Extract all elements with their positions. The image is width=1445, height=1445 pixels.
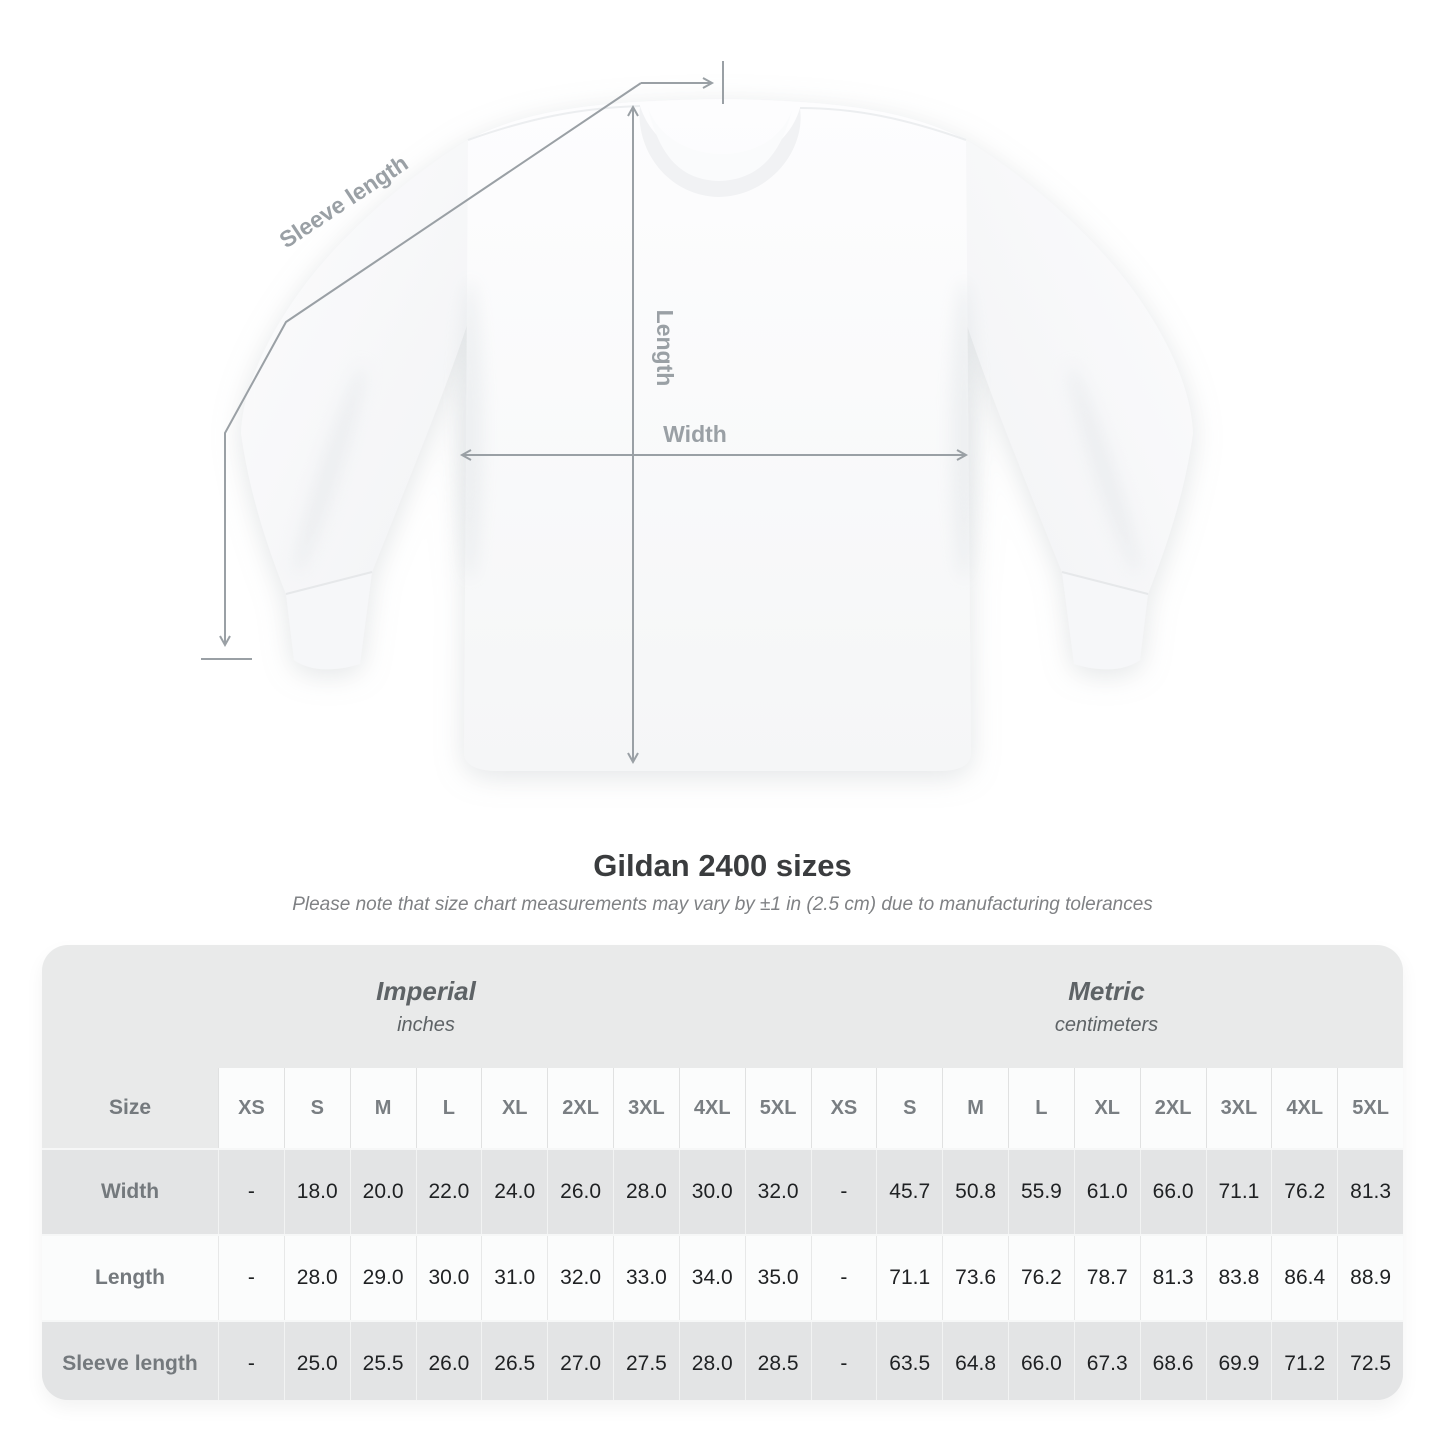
table-cell: 28.0 [678, 1322, 745, 1400]
size-header-cell: XS [218, 1068, 284, 1148]
table-cell: 25.5 [349, 1322, 416, 1400]
table-cell: 73.6 [942, 1236, 1008, 1320]
table-cell: - [218, 1150, 284, 1234]
table-cell: 30.0 [415, 1236, 482, 1320]
table-cell: 20.0 [349, 1150, 416, 1234]
table-cell: 88.9 [1337, 1236, 1403, 1320]
table-cell: 26.0 [415, 1322, 482, 1400]
imperial-header: Imperial inches [42, 945, 810, 1068]
table-cell: 28.0 [283, 1236, 350, 1320]
table-cell: 30.0 [678, 1150, 745, 1234]
table-cell: - [810, 1236, 877, 1320]
table-cell: 22.0 [415, 1150, 482, 1234]
table-cell: 71.1 [876, 1236, 943, 1320]
table-cell: 61.0 [1073, 1150, 1140, 1234]
table-cell: 32.0 [547, 1236, 613, 1320]
table-cell: 33.0 [613, 1236, 679, 1320]
table-cell: 26.0 [547, 1150, 613, 1234]
size-header-cell: 5XL [744, 1068, 811, 1148]
table-cell: - [810, 1150, 877, 1234]
table-cell: 81.3 [1139, 1236, 1206, 1320]
size-header-cell: 2XL [547, 1068, 613, 1148]
table-cell: - [218, 1322, 284, 1400]
table-cell: 25.0 [283, 1322, 350, 1400]
size-header-cell: 4XL [678, 1068, 745, 1148]
table-cell: 67.3 [1073, 1322, 1140, 1400]
table-cell: 35.0 [744, 1236, 811, 1320]
size-header-cell: L [1008, 1068, 1074, 1148]
size-header-cell: 3XL [613, 1068, 679, 1148]
table-cell: 76.2 [1271, 1150, 1338, 1234]
table-cell: 71.2 [1271, 1322, 1338, 1400]
size-table-body: Size XS S M L XL 2XL 3XL 4XL 5XL XS S M L XL 2XL 3XL 4XL 5… [42, 1068, 1403, 1400]
table-cell: 31.0 [481, 1236, 548, 1320]
table-cell: 63.5 [876, 1322, 943, 1400]
table-cell: 83.8 [1205, 1236, 1272, 1320]
table-cell: 24.0 [481, 1150, 548, 1234]
row-label: Sleeve length [42, 1322, 218, 1400]
size-header-cell: M [942, 1068, 1008, 1148]
metric-name: Metric [1068, 976, 1145, 1006]
table-cell: 66.0 [1139, 1150, 1206, 1234]
row-label: Width [42, 1150, 218, 1234]
table-cell: 71.1 [1205, 1150, 1272, 1234]
page-title: Gildan 2400 sizes [593, 848, 852, 883]
measurement-lines [201, 61, 969, 765]
shirt-illustration [241, 99, 1193, 771]
table-header-row: Size XS S M L XL 2XL 3XL 4XL 5XL XS S M L XL 2XL 3XL 4XL 5… [42, 1068, 1403, 1148]
size-header-cell: M [349, 1068, 416, 1148]
table-cell: 72.5 [1337, 1322, 1403, 1400]
imperial-name: Imperial [376, 976, 476, 1006]
size-header-cell: 3XL [1205, 1068, 1272, 1148]
row-label: Length [42, 1236, 218, 1320]
width-label: Width [663, 421, 727, 447]
table-cell: 66.0 [1008, 1322, 1074, 1400]
metric-unit: centimeters [1054, 1014, 1159, 1036]
table-cell: 28.5 [744, 1322, 811, 1400]
table-cell: 68.6 [1139, 1322, 1206, 1400]
table-cell: 55.9 [1008, 1150, 1074, 1234]
table-cell: 69.9 [1205, 1322, 1272, 1400]
size-chart-table: Imperial inches Metric centimeters Size X… [42, 945, 1403, 1400]
size-column-header: Size [108, 1096, 152, 1119]
unit-header-band: Imperial inches Metric centimeters [42, 945, 1403, 1068]
table-cell: - [810, 1322, 877, 1400]
size-header-cell: 4XL [1271, 1068, 1338, 1148]
table-cell: 28.0 [613, 1150, 679, 1234]
table-cell: 81.3 [1337, 1150, 1403, 1234]
table-cell: 18.0 [283, 1150, 350, 1234]
table-cell: 27.0 [547, 1322, 613, 1400]
table-cell: 34.0 [678, 1236, 745, 1320]
tolerance-note: Please note that size chart measurements… [292, 894, 1153, 915]
size-header-cell: XL [481, 1068, 548, 1148]
shirt-diagram: Sleeve length Length Width [201, 61, 1193, 771]
imperial-unit: inches [397, 1014, 455, 1036]
table-row: Sleeve length -25.0 25.5 26.0 26.5 27.0 27.5 28… [42, 1320, 1403, 1400]
size-header-cell: S [283, 1068, 350, 1148]
table-cell: 27.5 [613, 1322, 679, 1400]
table-cell: 86.4 [1271, 1236, 1338, 1320]
size-header-cell: XL [1073, 1068, 1140, 1148]
table-cell: 26.5 [481, 1322, 548, 1400]
table-cell: 64.8 [942, 1322, 1008, 1400]
table-cell: 50.8 [942, 1150, 1008, 1234]
size-header-cell: L [415, 1068, 482, 1148]
size-header-cell: XS [810, 1068, 877, 1148]
table-cell: - [218, 1236, 284, 1320]
size-header-cell: 5XL [1337, 1068, 1403, 1148]
table-cell: 29.0 [349, 1236, 416, 1320]
length-label: Length [652, 310, 678, 387]
metric-header: Metric centimeters [810, 945, 1403, 1068]
table-cell: 45.7 [876, 1150, 943, 1234]
table-row: Width -18.0 20.0 22.0 24.0 26.0 28.0 30.0 32.0-4… [42, 1148, 1403, 1234]
table-cell: 78.7 [1073, 1236, 1140, 1320]
size-header-cell: S [876, 1068, 943, 1148]
table-cell: 76.2 [1008, 1236, 1074, 1320]
sleeve-arrow-path [219, 82, 642, 648]
table-row: Length -28.0 29.0 30.0 31.0 32.0 33.0 34.0 35.0-… [42, 1234, 1403, 1320]
size-header-cell: 2XL [1139, 1068, 1206, 1148]
table-cell: 32.0 [744, 1150, 811, 1234]
